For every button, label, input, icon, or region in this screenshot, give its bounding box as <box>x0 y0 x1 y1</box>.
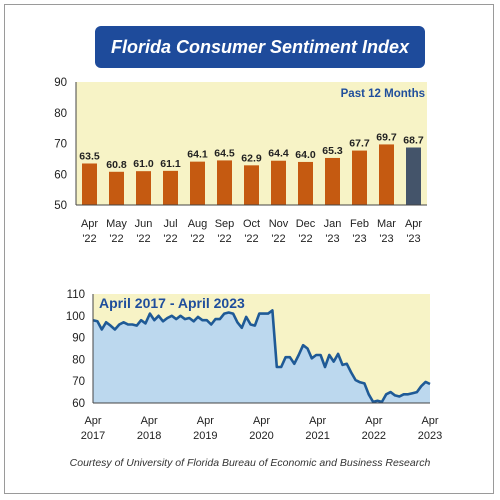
bar-x-tick-label: '22 <box>163 233 177 245</box>
line-y-tick-label: 90 <box>72 333 85 345</box>
line-x-tick-label: Apr <box>141 415 158 427</box>
bar <box>163 170 178 205</box>
line-x-tick-label: 2018 <box>137 430 161 442</box>
bar-x-tick-label: '23 <box>379 233 393 245</box>
bar-x-tick-label: '22 <box>109 233 123 245</box>
bar-y-tick-label: 80 <box>54 108 67 120</box>
bar <box>244 165 259 205</box>
bar-chart-subtitle: Past 12 Months <box>341 88 425 100</box>
bar-value-label: 69.7 <box>376 131 397 143</box>
line-y-tick-label: 70 <box>72 376 85 388</box>
bar-value-label: 64.5 <box>214 147 235 159</box>
bar-x-tick-label: Aug <box>188 218 208 230</box>
line-chart-subtitle: April 2017 - April 2023 <box>99 295 245 311</box>
bar-x-tick-label: Oct <box>243 218 260 230</box>
bar-x-tick-label: Jul <box>163 218 177 230</box>
bar-chart: 50 60 70 80 90 63.5 Apr '22 60.8 May '22 61.0 Jun '22… <box>54 77 427 245</box>
bar-y-tick-label: 90 <box>54 77 67 89</box>
bar <box>217 160 232 205</box>
line-chart: 60 70 80 90 100 110 Apr 2017 Apr 2018 Apr 2019 Apr 20… <box>66 289 442 442</box>
series-line <box>92 309 431 404</box>
line-x-tick-label: Apr <box>253 415 270 427</box>
area-fill <box>93 310 430 403</box>
bar-value-label: 64.1 <box>187 149 208 161</box>
bar <box>82 163 97 205</box>
bar <box>109 171 124 205</box>
bar-x-tick-label: Feb <box>350 218 369 230</box>
line-x-tick-label: 2022 <box>362 430 386 442</box>
bar <box>190 161 205 205</box>
line-y-tick-label: 110 <box>67 289 85 301</box>
bar-x-tick-label: Apr <box>81 218 98 230</box>
chart-credit: Courtesy of University of Florida Bureau… <box>69 457 431 469</box>
line-x-tick-label: 2023 <box>418 430 442 442</box>
bar-value-label: 64.0 <box>295 149 316 161</box>
line-x-tick-label: Apr <box>309 415 326 427</box>
bar-x-tick-label: '22 <box>136 233 150 245</box>
bar <box>136 171 151 205</box>
line-x-tick-label: 2017 <box>81 430 105 442</box>
bar-x-tick-label: May <box>106 218 127 230</box>
bar-x-tick-label: '22 <box>217 233 231 245</box>
line-x-tick-label: 2021 <box>305 430 329 442</box>
bar-x-tick-label: '23 <box>406 233 420 245</box>
bar-x-tick-label: Jan <box>324 218 342 230</box>
bar <box>379 144 394 205</box>
bar-value-label: 64.4 <box>268 148 289 160</box>
bar-value-label: 63.5 <box>79 150 100 162</box>
bar-x-tick-label: Apr <box>405 218 422 230</box>
bar <box>352 150 367 205</box>
bar-y-tick-label: 50 <box>54 200 67 212</box>
bar-x-tick-label: Jun <box>135 218 153 230</box>
bar-x-tick-label: Sep <box>215 218 235 230</box>
bar-value-label: 68.7 <box>403 134 424 146</box>
bar-value-label: 61.1 <box>160 158 181 170</box>
bar-x-tick-label: '22 <box>82 233 96 245</box>
bar-x-tick-label: '23 <box>352 233 366 245</box>
bar-x-tick-label: '23 <box>325 233 339 245</box>
bar-value-label: 60.8 <box>106 159 127 171</box>
bar-value-label: 65.3 <box>322 145 343 157</box>
bar-value-label: 61.0 <box>133 158 154 170</box>
bar <box>325 157 340 205</box>
bar-x-tick-label: Mar <box>377 218 396 230</box>
line-x-tick-label: Apr <box>84 415 101 427</box>
bar-y-tick-label: 60 <box>54 169 67 181</box>
line-x-tick-label: Apr <box>197 415 214 427</box>
line-y-tick-label: 60 <box>72 398 85 410</box>
bar <box>298 161 313 205</box>
bar-value-label: 62.9 <box>241 152 262 164</box>
bar-x-tick-label: Dec <box>296 218 316 230</box>
bar <box>406 147 421 205</box>
chart-title: Florida Consumer Sentiment Index <box>95 26 425 68</box>
line-x-tick-label: 2020 <box>249 430 273 442</box>
bar-x-tick-label: '22 <box>244 233 258 245</box>
bar-y-tick-label: 70 <box>54 139 67 151</box>
line-x-tick-label: Apr <box>421 415 438 427</box>
line-x-tick-label: 2019 <box>193 430 217 442</box>
line-x-tick-label: Apr <box>365 415 382 427</box>
bar-x-tick-label: '22 <box>271 233 285 245</box>
bar-value-label: 67.7 <box>349 138 370 150</box>
bar <box>271 160 286 205</box>
bar-x-tick-label: '22 <box>190 233 204 245</box>
line-y-tick-label: 100 <box>66 311 85 323</box>
bar-x-tick-label: Nov <box>269 218 289 230</box>
line-y-tick-label: 80 <box>72 354 85 366</box>
bar-x-tick-label: '22 <box>298 233 312 245</box>
